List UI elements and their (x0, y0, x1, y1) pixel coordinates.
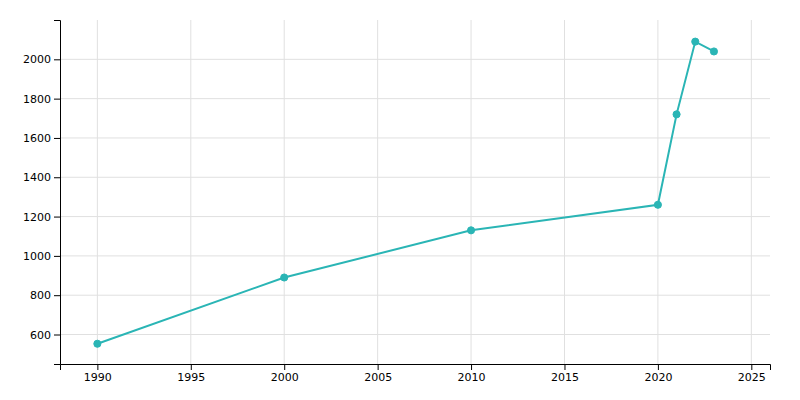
point (467, 227, 474, 234)
tick-mark (54, 295, 60, 296)
tick-label: 1200 (23, 211, 51, 224)
point (692, 38, 699, 45)
tick: 2000 (23, 53, 60, 66)
point (673, 111, 680, 118)
grid-line-x (471, 20, 472, 364)
line (97, 42, 714, 344)
tick: 1990 (84, 364, 112, 384)
tick-mark (751, 364, 752, 370)
tick: 1995 (177, 364, 205, 384)
grid-line-x (190, 20, 191, 364)
chart-container: 1990 1995 2000 2005 2010 2015 2020 2025 600 800 10… (0, 0, 800, 400)
tick-label: 2025 (738, 371, 766, 384)
tick-mark (54, 59, 60, 60)
tick-mark (54, 138, 60, 139)
grid-line-x (284, 20, 285, 364)
tick: 1000 (23, 250, 60, 263)
tick-mark (54, 217, 60, 218)
y-axis: 600 800 1000 1200 1400 1600 1800 2000 (23, 21, 61, 365)
grid-line-x (657, 20, 658, 364)
axis-line (54, 21, 61, 365)
tick-label: 2010 (458, 371, 486, 384)
marks (94, 38, 718, 347)
tick: 600 (30, 329, 60, 342)
x-axis: 1990 1995 2000 2005 2010 2015 2020 2025 (61, 364, 771, 384)
grid-line-y (60, 59, 770, 60)
tick-mark (97, 364, 98, 370)
tick-mark (54, 256, 60, 257)
grid-line-y (60, 98, 770, 99)
grid-line-x (564, 20, 565, 364)
tick-label: 1995 (177, 371, 205, 384)
tick-mark (471, 364, 472, 370)
chart-svg: 1990 1995 2000 2005 2010 2015 2020 2025 600 800 10… (0, 0, 800, 400)
grid-line-x (377, 20, 378, 364)
tick-label: 1800 (23, 93, 51, 106)
grid (60, 20, 770, 364)
tick-mark (191, 364, 192, 370)
tick-mark (564, 364, 565, 370)
tick-label: 1600 (23, 132, 51, 145)
point (654, 201, 661, 208)
tick-label: 2000 (23, 53, 51, 66)
tick-label: 2015 (551, 371, 579, 384)
tick: 1400 (23, 171, 60, 184)
tick: 1600 (23, 132, 60, 145)
tick: 1200 (23, 211, 60, 224)
tick-label: 600 (30, 329, 51, 342)
grid-line-x (751, 20, 752, 364)
grid-line-y (60, 137, 770, 138)
point (710, 48, 717, 55)
tick: 2000 (271, 364, 299, 384)
grid-line-y (60, 255, 770, 256)
tick: 1800 (23, 93, 60, 106)
tick: 2015 (551, 364, 579, 384)
tick-label: 800 (30, 289, 51, 302)
grid-line-y (60, 334, 770, 335)
tick-mark (284, 364, 285, 370)
tick-mark (378, 364, 379, 370)
tick-label: 2020 (644, 371, 672, 384)
point (281, 274, 288, 281)
tick-label: 1000 (23, 250, 51, 263)
tick-label: 2005 (364, 371, 392, 384)
tick: 2005 (364, 364, 392, 384)
grid-line-y (60, 295, 770, 296)
axis-line (61, 365, 771, 371)
tick: 800 (30, 289, 60, 302)
tick-mark (54, 335, 60, 336)
tick-mark (54, 99, 60, 100)
tick: 2010 (458, 364, 486, 384)
plot-area: 1990 1995 2000 2005 2010 2015 2020 2025 600 800 10… (23, 20, 771, 384)
tick-label: 2000 (271, 371, 299, 384)
tick-label: 1400 (23, 171, 51, 184)
grid-line-y (60, 216, 770, 217)
tick-label: 1990 (84, 371, 112, 384)
grid-line-x (97, 20, 98, 364)
point (94, 340, 101, 347)
tick: 2025 (738, 364, 766, 384)
tick-mark (658, 364, 659, 370)
tick-mark (54, 177, 60, 178)
tick: 2020 (644, 364, 672, 384)
